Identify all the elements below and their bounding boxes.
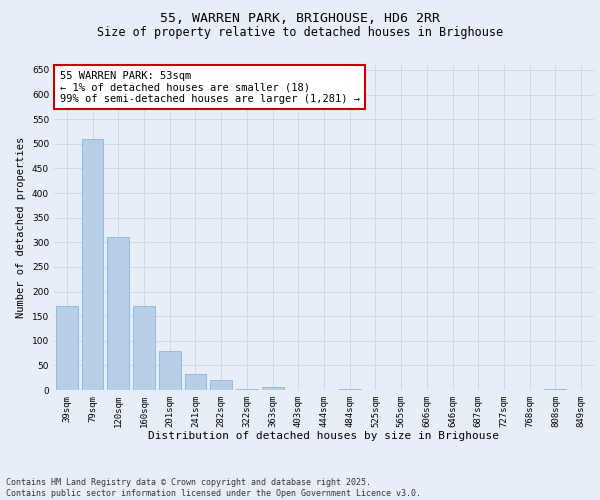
Bar [210,380,232,390]
Text: Size of property relative to detached houses in Brighouse: Size of property relative to detached ho… [97,26,503,39]
X-axis label: Distribution of detached houses by size in Brighouse: Distribution of detached houses by size … [149,432,499,442]
Bar [185,374,206,390]
Bar [339,388,361,390]
Y-axis label: Number of detached properties: Number of detached properties [16,137,26,318]
Bar [262,387,284,390]
Text: 55, WARREN PARK, BRIGHOUSE, HD6 2RR: 55, WARREN PARK, BRIGHOUSE, HD6 2RR [160,12,440,26]
Bar [56,306,78,390]
Text: 55 WARREN PARK: 53sqm
← 1% of detached houses are smaller (18)
99% of semi-detac: 55 WARREN PARK: 53sqm ← 1% of detached h… [59,70,359,104]
Bar [82,139,103,390]
Bar [107,238,129,390]
Bar [544,388,566,390]
Text: Contains HM Land Registry data © Crown copyright and database right 2025.
Contai: Contains HM Land Registry data © Crown c… [6,478,421,498]
Bar [133,306,155,390]
Bar [159,350,181,390]
Bar [236,388,258,390]
